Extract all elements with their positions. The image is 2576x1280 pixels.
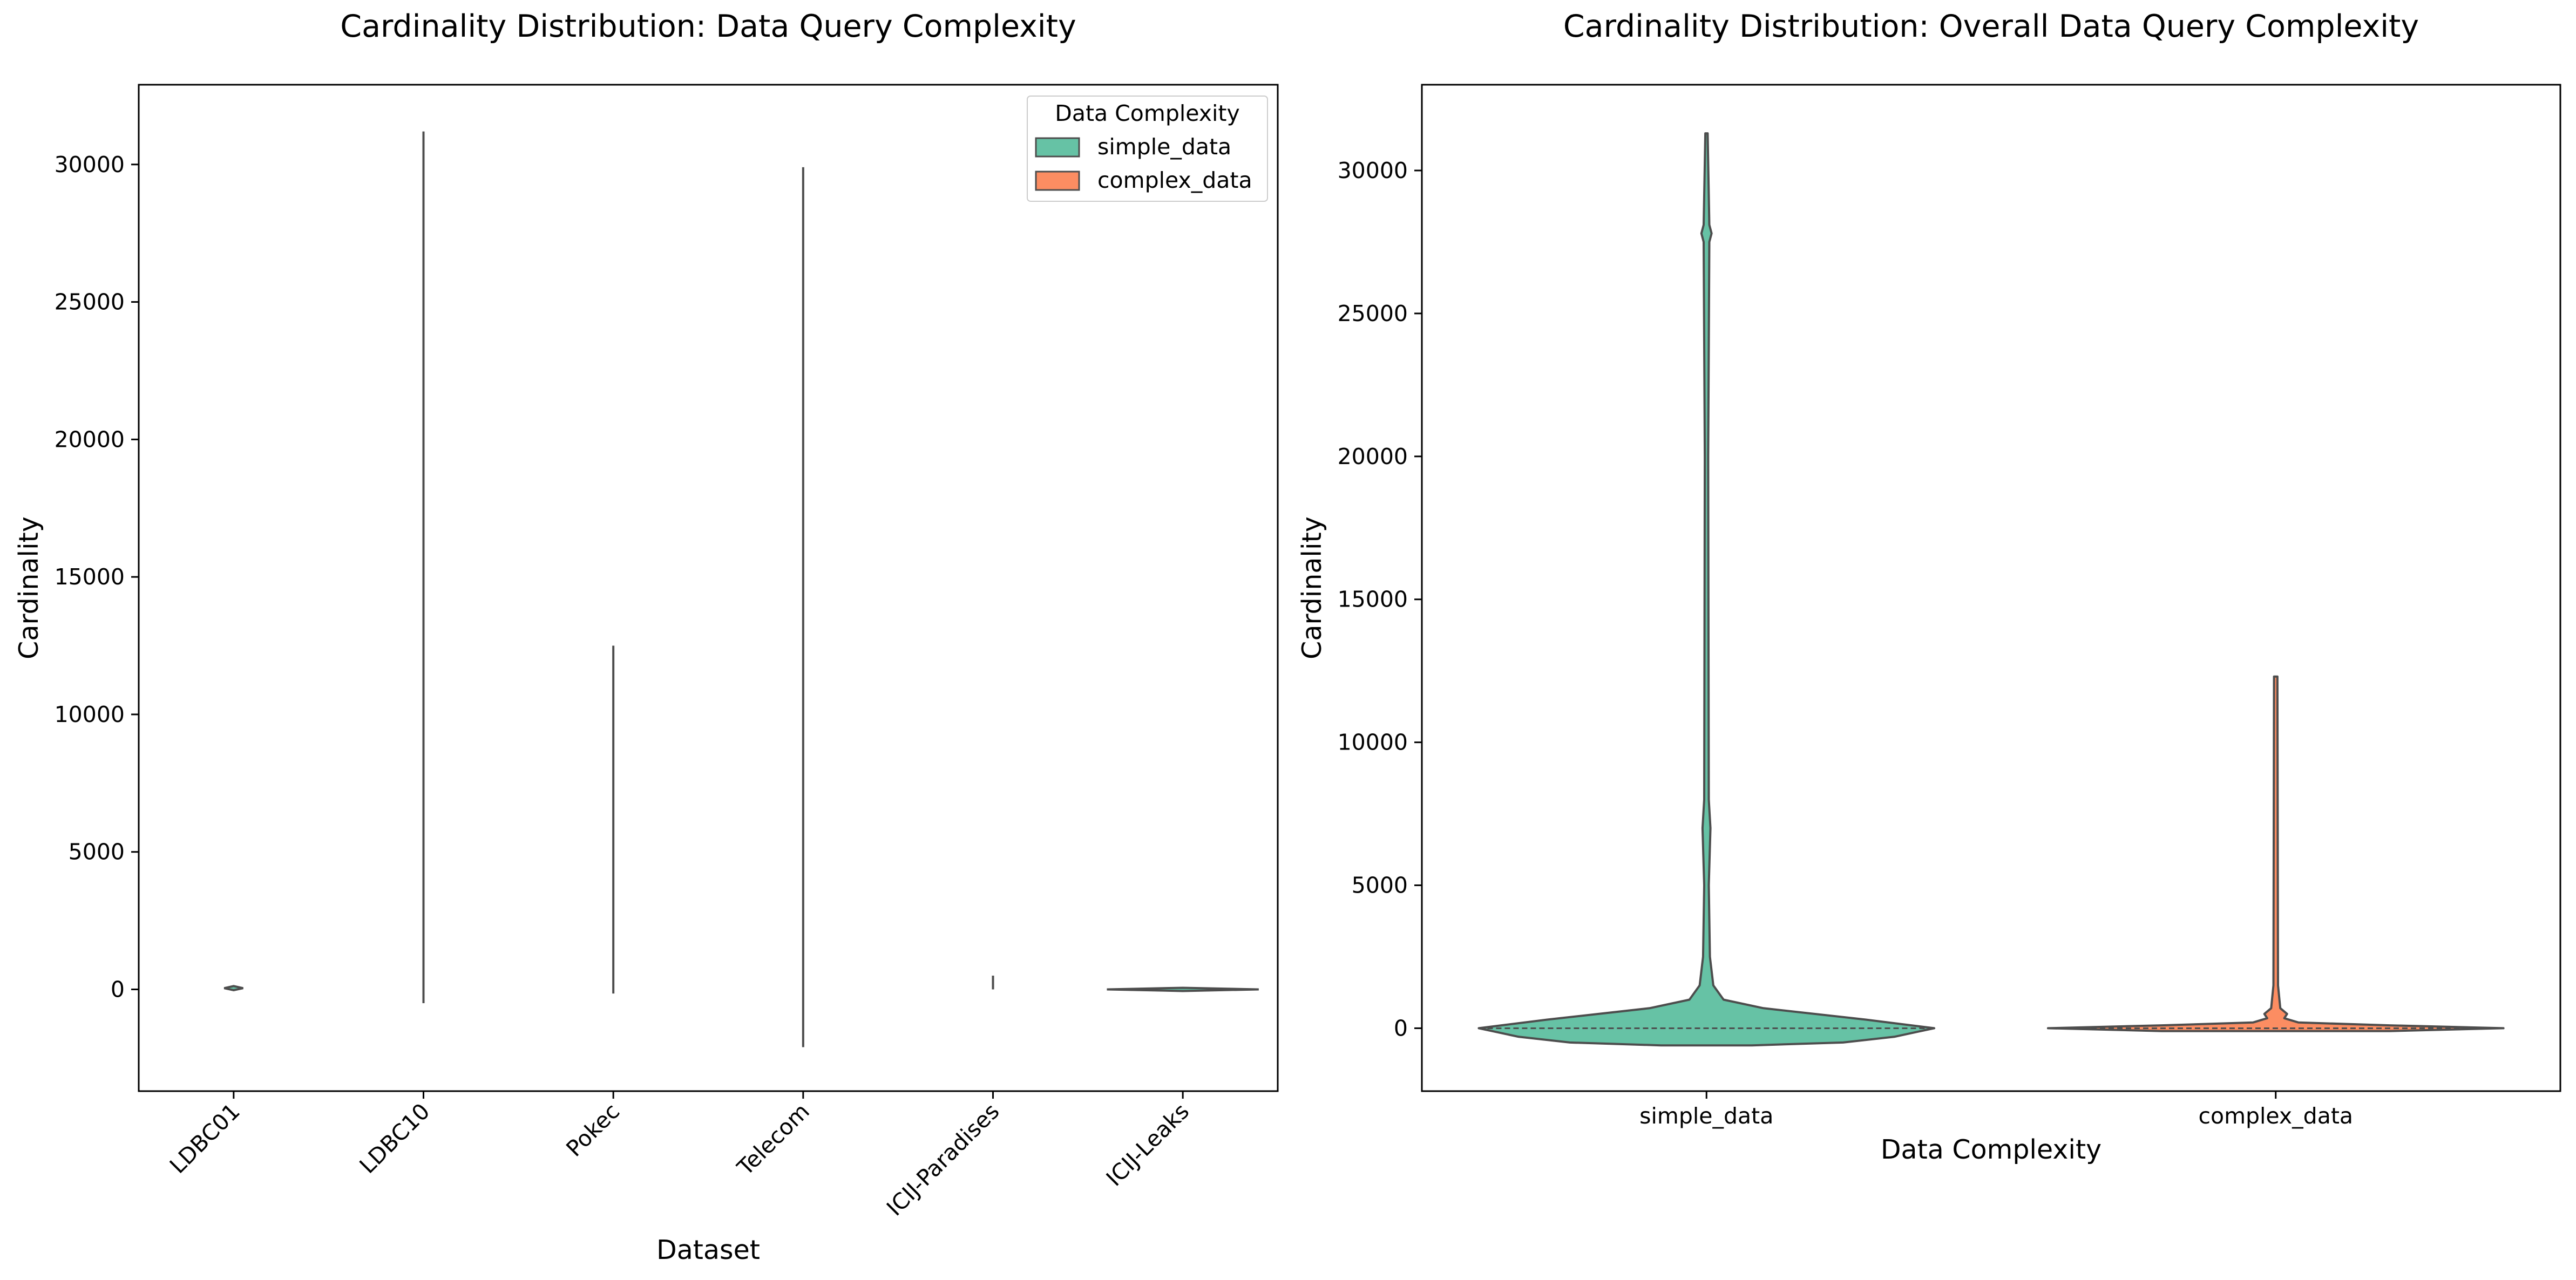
y-tick-label-30000: 30000 bbox=[55, 152, 125, 178]
x-tick-label-icij-paradises: ICIJ-Paradises bbox=[882, 1098, 1004, 1221]
chart-right-x-axis-label: Data Complexity bbox=[1881, 1134, 2102, 1165]
x-tick-label-ldbc10: LDBC10 bbox=[355, 1098, 435, 1179]
y-tick-label-20000: 20000 bbox=[1338, 444, 1408, 469]
chart-left-frame bbox=[138, 84, 1279, 1092]
chart-left-y-axis-label: Cardinality bbox=[13, 516, 44, 659]
x-tick-label-ldbc01: LDBC01 bbox=[165, 1098, 245, 1179]
legend-swatch-complex-data bbox=[1035, 171, 1080, 191]
y-tick-label-25000: 25000 bbox=[55, 289, 125, 315]
chart-left: Cardinality Distribution: Data Query Com… bbox=[13, 9, 1279, 1265]
chart-right-y-axis-label: Cardinality bbox=[1297, 516, 1327, 659]
y-tick-label-0: 0 bbox=[1394, 1015, 1408, 1041]
violin-ldbc01 bbox=[223, 985, 243, 992]
y-tick-label-10000: 10000 bbox=[1338, 730, 1408, 755]
violin-complex-data bbox=[2046, 675, 2505, 1032]
chart-left-y-ticks: 0 5000 10000 15000 20000 25000 30000 bbox=[55, 152, 139, 1002]
y-tick-label-20000: 20000 bbox=[55, 426, 125, 452]
x-tick-label-pokec: Pokec bbox=[561, 1098, 625, 1162]
y-tick-label-15000: 15000 bbox=[55, 564, 125, 590]
legend-title: Data Complexity bbox=[1055, 100, 1240, 126]
chart-right-marks bbox=[1477, 132, 2505, 1047]
chart-left-marks bbox=[223, 131, 1259, 1047]
chart-left-x-ticks: LDBC01 LDBC10 Pokec Telecom ICIJ-Paradises IC… bbox=[165, 1091, 1194, 1221]
y-tick-label-10000: 10000 bbox=[55, 702, 125, 727]
x-tick-label-telecom: Telecom bbox=[732, 1098, 815, 1181]
chart-right: Cardinality Distribution: Overall Data Q… bbox=[1297, 9, 2561, 1165]
chart-right-title: Cardinality Distribution: Overall Data Q… bbox=[1563, 9, 2419, 44]
y-tick-label-25000: 25000 bbox=[1338, 301, 1408, 326]
chart-left-title: Cardinality Distribution: Data Query Com… bbox=[340, 9, 1076, 44]
y-tick-label-5000: 5000 bbox=[69, 839, 125, 865]
violin-icij-leaks bbox=[1107, 986, 1259, 992]
chart-right-frame bbox=[1421, 84, 2561, 1092]
x-tick-label-icij-leaks: ICIJ-Leaks bbox=[1101, 1098, 1194, 1191]
x-tick-label-complex-data: complex_data bbox=[2198, 1103, 2353, 1129]
legend-label-complex-data: complex_data bbox=[1097, 167, 1252, 193]
y-tick-label-0: 0 bbox=[111, 976, 125, 1002]
chart-left-x-axis-label: Dataset bbox=[656, 1235, 760, 1265]
y-tick-label-5000: 5000 bbox=[1352, 873, 1408, 898]
x-tick-label-simple-data: simple_data bbox=[1639, 1103, 1773, 1129]
y-tick-label-15000: 15000 bbox=[1338, 587, 1408, 612]
violin-simple-data bbox=[1477, 132, 1936, 1047]
legend-swatch-simple-data bbox=[1035, 137, 1080, 158]
y-tick-label-30000: 30000 bbox=[1338, 158, 1408, 183]
legend-box bbox=[1027, 96, 1268, 202]
chart-left-legend: Data Complexity simple_data complex_data bbox=[1027, 96, 1268, 202]
chart-right-y-ticks: 0 5000 10000 15000 20000 25000 30000 bbox=[1338, 158, 1422, 1041]
legend-label-simple-data: simple_data bbox=[1097, 134, 1231, 160]
chart-right-x-ticks: simple_data complex_data bbox=[1639, 1091, 2353, 1129]
